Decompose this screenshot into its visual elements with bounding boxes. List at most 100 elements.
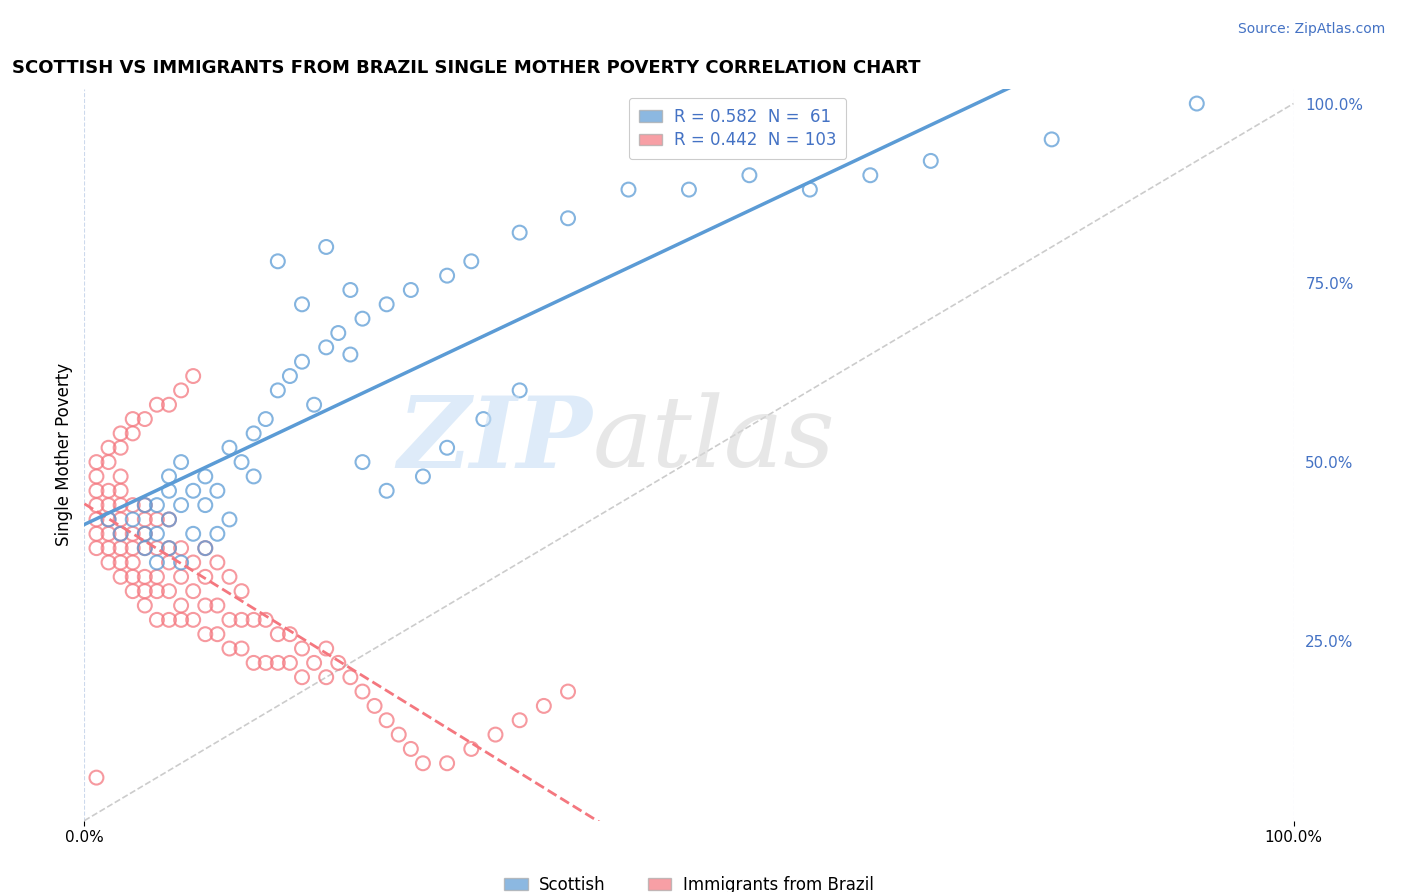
Point <box>97 483 120 498</box>
Point <box>363 698 385 713</box>
Point <box>157 483 180 498</box>
Point <box>509 226 531 240</box>
Point <box>134 584 156 599</box>
Point <box>278 656 301 670</box>
Point <box>484 728 506 742</box>
Point <box>97 512 120 526</box>
Point <box>207 627 229 641</box>
Point <box>194 570 217 584</box>
Point <box>207 599 229 613</box>
Point <box>110 469 132 483</box>
Point <box>86 512 108 526</box>
Point <box>110 512 132 526</box>
Point <box>134 541 156 556</box>
Point <box>146 584 169 599</box>
Point <box>267 627 290 641</box>
Point <box>134 526 156 541</box>
Point <box>194 541 217 556</box>
Point <box>110 526 132 541</box>
Point <box>436 268 458 283</box>
Point <box>339 670 361 684</box>
Point <box>352 455 374 469</box>
Point <box>436 441 458 455</box>
Point <box>194 627 217 641</box>
Point <box>86 483 108 498</box>
Point <box>1040 132 1063 146</box>
Point <box>170 384 193 398</box>
Point <box>157 512 180 526</box>
Text: Source: ZipAtlas.com: Source: ZipAtlas.com <box>1237 22 1385 37</box>
Point <box>170 613 193 627</box>
Point <box>121 498 143 512</box>
Point <box>254 656 277 670</box>
Point <box>218 441 240 455</box>
Point <box>86 498 108 512</box>
Point <box>859 168 882 182</box>
Point <box>97 455 120 469</box>
Point <box>242 656 264 670</box>
Point <box>121 526 143 541</box>
Point <box>388 728 411 742</box>
Text: atlas: atlas <box>592 392 835 488</box>
Point <box>97 556 120 570</box>
Point <box>352 311 374 326</box>
Point <box>86 526 108 541</box>
Point <box>339 283 361 297</box>
Point <box>157 584 180 599</box>
Point <box>509 384 531 398</box>
Point <box>170 541 193 556</box>
Point <box>254 412 277 426</box>
Point <box>97 441 120 455</box>
Point <box>412 469 434 483</box>
Point <box>97 512 120 526</box>
Point <box>509 713 531 727</box>
Point <box>97 526 120 541</box>
Point <box>110 441 132 455</box>
Text: ZIP: ZIP <box>398 392 592 489</box>
Text: SCOTTISH VS IMMIGRANTS FROM BRAZIL SINGLE MOTHER POVERTY CORRELATION CHART: SCOTTISH VS IMMIGRANTS FROM BRAZIL SINGL… <box>11 59 921 77</box>
Point <box>278 627 301 641</box>
Point <box>557 211 579 226</box>
Point <box>121 412 143 426</box>
Point <box>146 556 169 570</box>
Point <box>231 613 253 627</box>
Point <box>121 556 143 570</box>
Point <box>1185 96 1208 111</box>
Point <box>328 656 350 670</box>
Point <box>170 599 193 613</box>
Point <box>170 498 193 512</box>
Point <box>181 483 204 498</box>
Point <box>533 698 555 713</box>
Point <box>375 483 398 498</box>
Point <box>157 398 180 412</box>
Point <box>170 455 193 469</box>
Point <box>315 240 337 254</box>
Point <box>267 656 290 670</box>
Point <box>146 541 169 556</box>
Point <box>315 340 337 354</box>
Point <box>181 526 204 541</box>
Point <box>375 713 398 727</box>
Point <box>352 684 374 698</box>
Point <box>110 526 132 541</box>
Point <box>110 541 132 556</box>
Point <box>242 613 264 627</box>
Point <box>170 556 193 570</box>
Point <box>157 469 180 483</box>
Point <box>134 526 156 541</box>
Point <box>218 641 240 656</box>
Point <box>157 541 180 556</box>
Point <box>218 613 240 627</box>
Point <box>920 153 942 168</box>
Point <box>146 498 169 512</box>
Point <box>207 526 229 541</box>
Point <box>375 297 398 311</box>
Point <box>194 469 217 483</box>
Point <box>231 584 253 599</box>
Point <box>181 556 204 570</box>
Point <box>134 599 156 613</box>
Point <box>799 183 821 197</box>
Point <box>278 369 301 384</box>
Point <box>146 526 169 541</box>
Point <box>157 541 180 556</box>
